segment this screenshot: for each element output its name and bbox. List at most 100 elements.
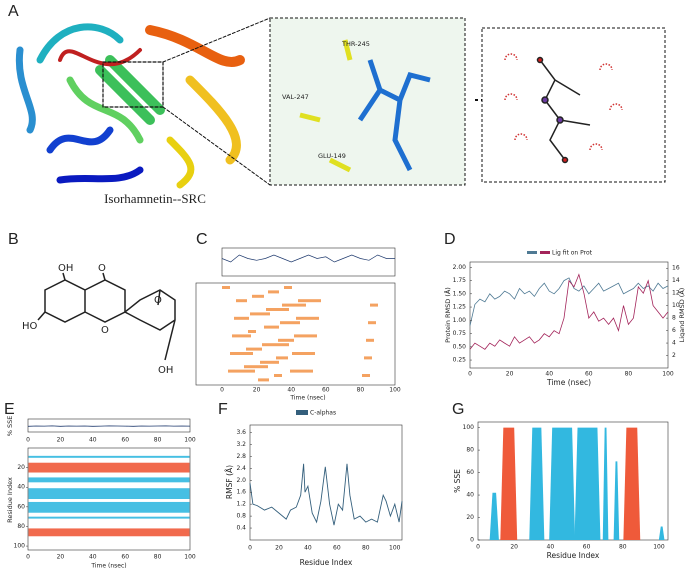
y-axis-label: Protein RMSD (Å) — [443, 287, 452, 343]
sse-area — [489, 492, 499, 540]
x-tick-label: 40 — [89, 554, 97, 561]
x-axis-label: Time (nsec) — [289, 395, 325, 402]
plot-frame — [27, 418, 191, 433]
legend-swatch — [527, 251, 537, 254]
x-tick-label: 20 — [506, 371, 514, 378]
x-tick-label: 40 — [545, 371, 553, 378]
heatmap-cell — [366, 338, 374, 342]
y-tick-label: 1.2 — [236, 501, 246, 508]
heatmap-cell — [266, 308, 289, 311]
panel-label: F — [218, 401, 228, 418]
sse-stripe — [28, 477, 190, 483]
panel-label: D — [444, 231, 456, 248]
heatmap-cell — [230, 352, 253, 355]
y-tick-label: 1.25 — [453, 304, 467, 311]
heatmap-cell — [290, 369, 313, 373]
sse-stripe — [28, 488, 190, 499]
sse-stripe — [28, 528, 190, 537]
sse-area — [500, 427, 518, 540]
x-tick-label: 80 — [362, 545, 370, 552]
legend-swatch — [540, 251, 550, 254]
data-line — [221, 254, 395, 263]
chemical-structure — [37, 272, 176, 361]
y-axis-label: % SSE — [453, 469, 462, 493]
x-tick-label: 60 — [333, 545, 341, 552]
y2-axis-label: Residue Index — [6, 477, 14, 523]
y-tick-label: 1.75 — [453, 277, 467, 284]
x-axis-label: Time (nsec) — [90, 563, 126, 570]
atom-label: O — [101, 325, 109, 336]
y-tick-label: 40 — [466, 492, 474, 499]
x-tick-label: 100 — [389, 545, 401, 552]
heatmap-cell — [268, 290, 279, 294]
y2-axis-label: Ligand RMSD (Å) — [677, 288, 685, 343]
y-tick-label: 100 — [463, 424, 475, 431]
y-tick-label: 1.6 — [236, 489, 246, 496]
y-tick-label: 0 — [470, 537, 474, 544]
data-line — [469, 273, 669, 350]
y-axis-label: RMSF (Å) — [225, 465, 234, 499]
y-tick-label: 3.6 — [236, 429, 246, 436]
y-tick-label: 2.8 — [236, 453, 246, 460]
heatmap-cell — [234, 316, 249, 320]
heatmap-cell — [244, 365, 268, 369]
sse-stripe — [28, 455, 190, 458]
x-tick-label: 20 — [57, 437, 65, 444]
x-tick-label: 100 — [662, 371, 674, 378]
heatmap-cell — [362, 374, 370, 377]
residue-label: THR-245 — [341, 40, 370, 48]
x-tick-label: 60 — [322, 387, 330, 394]
sse-area — [613, 461, 620, 540]
atom-label: O — [154, 295, 162, 306]
heatmap-cell — [368, 321, 376, 325]
y-tick-label: 0.8 — [236, 513, 246, 520]
heatmap-cell — [264, 325, 279, 329]
y-tick-label: 2 — [672, 352, 676, 359]
heatmap-cell — [232, 334, 251, 338]
y-axis-label: % SSE — [6, 416, 14, 437]
sse-stripe — [28, 516, 190, 519]
sse-stripe — [28, 462, 190, 473]
y-tick-label: 3.2 — [236, 441, 246, 448]
heatmap-cell — [228, 369, 255, 373]
y-tick-label: 80 — [466, 447, 474, 454]
data-line — [469, 277, 669, 326]
x-tick-label: 80 — [619, 544, 627, 551]
heatmap-cell — [284, 286, 292, 289]
x-axis-label: Residue Index — [547, 551, 600, 560]
y-tick-label: 20 — [17, 464, 25, 471]
y-tick-label: 100 — [14, 543, 26, 550]
data-line — [249, 463, 403, 526]
heatmap-cell — [282, 303, 306, 307]
residue-label: GLU-149 — [318, 152, 346, 160]
y-tick-label: 0.25 — [453, 357, 467, 364]
y-tick-label: 0.4 — [236, 525, 246, 532]
x-tick-label: 40 — [287, 387, 295, 394]
heatmap-cell — [262, 343, 289, 347]
heatmap-cell — [292, 352, 315, 355]
atom-label: HO — [22, 321, 38, 332]
legend-label: C-alphas — [310, 410, 336, 417]
plot-frame — [249, 424, 403, 541]
x-tick-label: 80 — [625, 371, 633, 378]
panel-label: B — [8, 231, 19, 248]
heatmap-cell — [246, 347, 262, 351]
heatmap-cell — [252, 294, 264, 298]
contact-heatmap — [195, 282, 396, 386]
sse-area — [602, 427, 609, 540]
heatmap-cell — [236, 299, 247, 303]
x-tick-label: 60 — [583, 544, 591, 551]
x-tick-label: 100 — [653, 544, 665, 551]
heatmap-cell — [276, 356, 288, 360]
y-tick-label: 6 — [672, 327, 676, 334]
protein-cartoon — [15, 17, 271, 189]
x-tick-label: 20 — [510, 544, 518, 551]
panel-label: E — [4, 401, 15, 418]
y-tick-label: 14 — [672, 277, 680, 284]
ligand-sticks — [299, 39, 431, 173]
plot-frame — [221, 247, 396, 277]
y-tick-label: 60 — [17, 503, 25, 510]
panel-label: G — [452, 401, 464, 418]
y-tick-label: 16 — [672, 265, 680, 272]
